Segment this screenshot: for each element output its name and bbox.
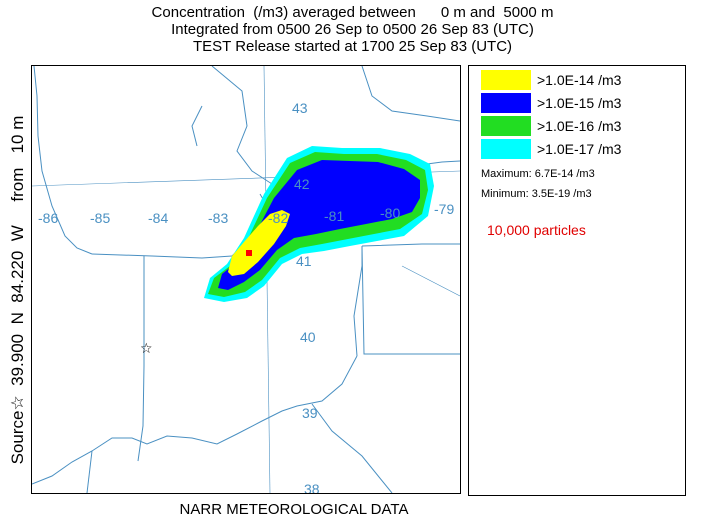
maximum-value: Maximum: 6.7E-14 /m3 xyxy=(481,168,595,180)
legend-swatch-green xyxy=(481,116,531,136)
source-location-label: Source☆ 39.900 N 84.220 W from 10 m xyxy=(8,115,27,465)
source-star-icon: ☆ xyxy=(140,341,153,357)
legend-label-1e-15: >1.0E-15 /m3 xyxy=(537,95,622,111)
plume-contour-yellow xyxy=(228,210,290,276)
lon-label-81: -81 xyxy=(324,208,344,224)
legend-label-1e-17: >1.0E-17 /m3 xyxy=(537,141,622,157)
legend-label-1e-14: >1.0E-14 /m3 xyxy=(537,72,622,88)
lat-label-41: 41 xyxy=(296,253,312,269)
legend-swatch-cyan xyxy=(481,139,531,159)
footer-data-source: NARR METEOROLOGICAL DATA xyxy=(179,501,409,518)
latitude-labels: 43 42 41 40 39 38 xyxy=(292,100,320,493)
lon-label-83: -83 xyxy=(208,210,228,226)
lat-label-40: 40 xyxy=(300,329,316,345)
legend-swatch-yellow xyxy=(481,70,531,90)
maximum-concentration-marker xyxy=(246,250,252,256)
lat-label-38: 38 xyxy=(304,481,320,493)
lon-label-86: -86 xyxy=(38,210,58,226)
map-panel: -86 -85 -84 -83 -82 -81 -80 -79 43 42 41… xyxy=(31,65,461,494)
lat-label-42: 42 xyxy=(294,176,310,192)
concentration-plume xyxy=(204,146,434,302)
lat-label-43: 43 xyxy=(292,100,308,116)
title-line-1: Concentration (/m3) averaged between 0 m… xyxy=(151,4,554,21)
lon-label-79: -79 xyxy=(434,201,454,217)
lon-label-82: -82 xyxy=(268,210,288,226)
legend-swatch-blue xyxy=(481,93,531,113)
lon-label-84: -84 xyxy=(148,210,168,226)
legend-label-1e-16: >1.0E-16 /m3 xyxy=(537,118,622,134)
longitude-labels: -86 -85 -84 -83 -82 -81 -80 -79 xyxy=(38,201,454,226)
map-canvas: -86 -85 -84 -83 -82 -81 -80 -79 43 42 41… xyxy=(32,66,460,493)
particle-count: 10,000 particles xyxy=(487,222,586,238)
lon-label-85: -85 xyxy=(90,210,110,226)
plume-contour-blue xyxy=(218,160,420,290)
minimum-value: Minimum: 3.5E-19 /m3 xyxy=(481,188,592,200)
title-line-2: Integrated from 0500 26 Sep to 0500 26 S… xyxy=(171,21,534,38)
lon-label-80: -80 xyxy=(380,205,400,221)
title-line-3: TEST Release started at 1700 25 Sep 83 (… xyxy=(192,38,513,55)
lat-label-39: 39 xyxy=(302,405,318,421)
legend-panel: >1.0E-14 /m3 >1.0E-15 /m3 >1.0E-16 /m3 >… xyxy=(468,65,686,496)
